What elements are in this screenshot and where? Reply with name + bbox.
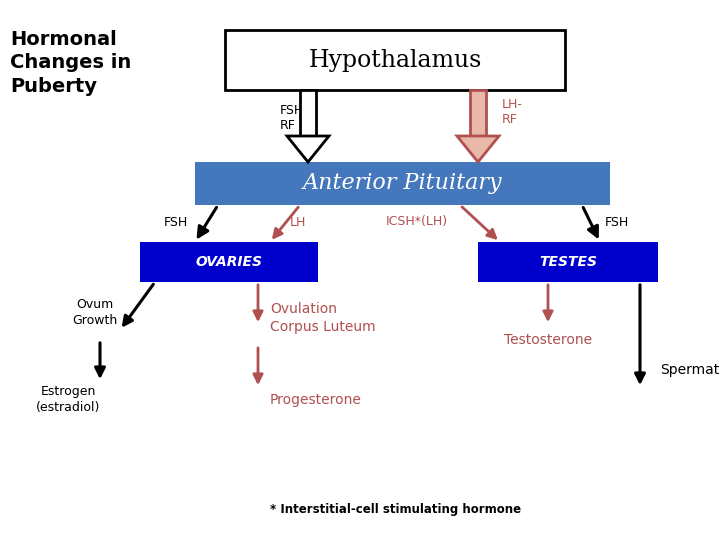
- Text: Testosterone: Testosterone: [504, 333, 592, 347]
- Text: LH: LH: [290, 215, 307, 228]
- Bar: [225, 30, 565, 90]
- Text: FSH: FSH: [163, 215, 188, 228]
- Polygon shape: [287, 136, 329, 162]
- Text: Estrogen
(estradiol): Estrogen (estradiol): [36, 386, 100, 415]
- Text: Anterior Pituitary: Anterior Pituitary: [302, 172, 503, 194]
- Bar: [300, 90, 316, 136]
- Text: Spermatogenesis: Spermatogenesis: [660, 363, 720, 377]
- Bar: [140, 242, 318, 282]
- Polygon shape: [457, 136, 499, 162]
- Text: LH-
RF: LH- RF: [502, 98, 523, 126]
- Bar: [478, 242, 658, 282]
- Text: * Interstitial-cell stimulating hormone: * Interstitial-cell stimulating hormone: [270, 503, 521, 516]
- Text: FSH-
RF: FSH- RF: [280, 104, 309, 132]
- Text: FSH: FSH: [605, 215, 629, 228]
- Text: Ovulation
Corpus Luteum: Ovulation Corpus Luteum: [270, 302, 376, 334]
- Text: Hypothalamus: Hypothalamus: [308, 49, 482, 71]
- Text: Ovum
Growth: Ovum Growth: [73, 298, 117, 327]
- Text: Progesterone: Progesterone: [270, 393, 362, 407]
- Bar: [470, 90, 486, 136]
- Text: TESTES: TESTES: [539, 255, 597, 269]
- Text: OVARIES: OVARIES: [196, 255, 263, 269]
- Bar: [195, 162, 610, 205]
- Text: ICSH*(LH): ICSH*(LH): [386, 215, 448, 228]
- Text: Hormonal
Changes in
Puberty: Hormonal Changes in Puberty: [10, 30, 131, 96]
